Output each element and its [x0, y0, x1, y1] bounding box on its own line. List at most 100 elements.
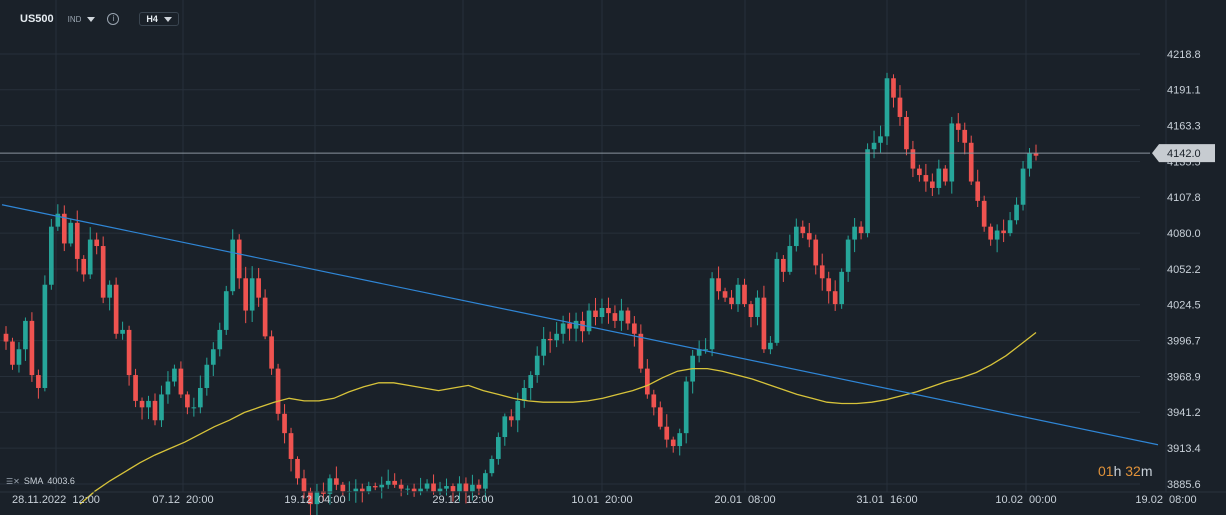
- candle-body: [243, 278, 249, 311]
- candle-body: [800, 226, 806, 234]
- current-price-badge: [1152, 144, 1215, 163]
- candle-body: [236, 239, 242, 279]
- candle-body: [379, 484, 385, 488]
- candle-body: [269, 336, 274, 369]
- candle-body: [573, 320, 579, 329]
- candle-body: [359, 488, 365, 492]
- candle-body: [975, 181, 981, 201]
- candle-body: [10, 341, 15, 365]
- symbol-dropdown-icon[interactable]: [87, 16, 96, 22]
- candle-timer: 01h 32m: [1098, 463, 1153, 479]
- x-tick-label: 19.02 08:00: [1135, 494, 1196, 506]
- candle-body: [657, 407, 663, 427]
- candle-body: [819, 265, 825, 279]
- candle-body: [210, 349, 216, 365]
- symbol-label[interactable]: US500: [20, 13, 54, 25]
- candle-body: [722, 291, 728, 298]
- candle-body: [774, 258, 780, 343]
- candle-body: [994, 230, 1000, 240]
- candle-body: [683, 381, 689, 434]
- candle-body: [755, 297, 760, 318]
- candle-body: [495, 437, 501, 459]
- candle-body: [599, 307, 605, 318]
- candle-body: [334, 478, 339, 485]
- candle-body: [787, 246, 793, 272]
- candle-body: [936, 168, 942, 188]
- indicator-settings-icon[interactable]: ☰✕: [6, 476, 20, 486]
- candle-body: [534, 355, 540, 376]
- candle-body: [619, 310, 624, 321]
- candle-body: [716, 278, 721, 292]
- candle-body: [884, 78, 890, 137]
- y-tick-label: 4080.0: [1167, 228, 1201, 240]
- candle-body: [444, 486, 449, 489]
- chart-header: US500 IND i H4: [20, 12, 179, 26]
- candle-body: [638, 333, 644, 369]
- candle-body: [670, 439, 676, 447]
- candle-body: [904, 116, 909, 150]
- candle-body: [470, 484, 475, 492]
- candle-body: [411, 488, 417, 492]
- indicator-legend[interactable]: ☰✕ SMA 4003.6: [6, 476, 75, 486]
- candle-body: [593, 310, 598, 318]
- candle-body: [586, 310, 592, 332]
- timer-hours-unit: h: [1113, 463, 1122, 479]
- candle-body: [275, 368, 281, 414]
- candle-body: [748, 304, 754, 318]
- candle-body: [42, 284, 48, 388]
- candle-body: [146, 400, 151, 408]
- y-tick-label: 4107.8: [1167, 192, 1201, 204]
- candle-body: [897, 97, 903, 117]
- x-tick-label: 10.02 00:00: [995, 494, 1056, 506]
- candle-body: [94, 239, 100, 247]
- candle-body: [651, 394, 657, 408]
- candle-body: [612, 313, 618, 321]
- candle-body: [366, 486, 372, 492]
- timeframe-selector[interactable]: H4: [139, 12, 179, 26]
- y-tick-label: 4024.5: [1167, 300, 1201, 312]
- candle-body: [437, 488, 443, 492]
- candle-body: [729, 297, 734, 305]
- candle-body: [36, 375, 41, 388]
- candle-body: [49, 226, 54, 285]
- candle-body: [217, 329, 223, 350]
- candle-body: [295, 458, 300, 479]
- candle-body: [528, 375, 534, 388]
- x-tick-label: 20.01 08:00: [714, 494, 775, 506]
- candle-body: [249, 278, 255, 311]
- y-tick-label: 3913.4: [1167, 443, 1201, 455]
- candle-body: [476, 484, 482, 489]
- x-tick-label: 31.01 16:00: [856, 494, 917, 506]
- y-tick-label: 4163.3: [1167, 121, 1201, 133]
- candle-body: [489, 458, 495, 474]
- candle-body: [61, 213, 67, 244]
- instrument-type-label[interactable]: IND: [67, 14, 82, 24]
- candle-body: [865, 149, 870, 234]
- candle-body: [554, 333, 559, 341]
- info-icon[interactable]: i: [107, 13, 120, 25]
- candle-body: [845, 239, 851, 272]
- candle-body: [185, 394, 190, 408]
- candle-body: [424, 483, 430, 489]
- candle-body: [696, 349, 702, 356]
- candle-body: [256, 278, 261, 298]
- candle-body: [223, 291, 229, 330]
- y-tick-label: 4218.8: [1167, 49, 1201, 61]
- sma-line: [79, 331, 1037, 505]
- candle-body: [431, 483, 436, 492]
- candle-body: [29, 320, 35, 376]
- candle-body: [152, 400, 158, 421]
- candle-body: [483, 473, 488, 489]
- timeframe-label: H4: [146, 14, 158, 24]
- candle-body: [606, 307, 611, 314]
- candle-body: [288, 433, 294, 459]
- candle-body: [113, 284, 119, 334]
- y-tick-label: 3968.9: [1167, 372, 1201, 384]
- y-tick-label: 3996.7: [1167, 336, 1201, 348]
- candle-body: [515, 400, 521, 421]
- candle-body: [839, 271, 844, 305]
- candle-body: [826, 278, 832, 292]
- candle-body: [644, 368, 650, 395]
